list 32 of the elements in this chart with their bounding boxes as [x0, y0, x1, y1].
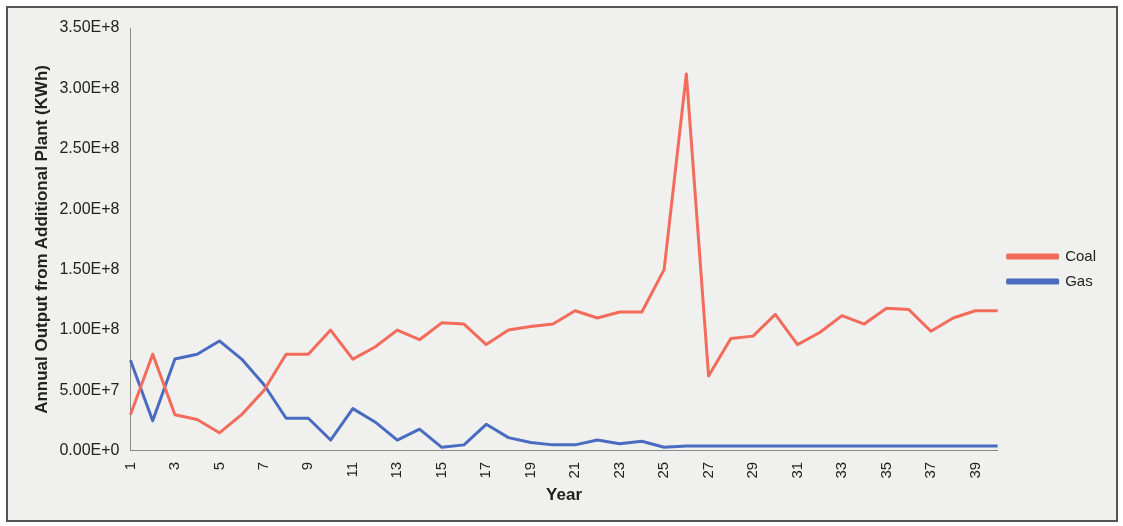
- x-tick-label: 13: [387, 461, 405, 479]
- x-tick-label: 23: [609, 461, 627, 479]
- x-tick-label: 39: [965, 461, 983, 479]
- x-tick-label: 5: [209, 461, 227, 471]
- x-tick-label: 31: [787, 461, 805, 479]
- legend-label: Coal: [1065, 246, 1097, 264]
- x-tick-label: 11: [342, 461, 360, 478]
- y-tick-label: 2.00E+8: [59, 199, 120, 217]
- x-tick-label: 27: [698, 461, 716, 479]
- y-axis-title: Annual Output from Additional Plant (KWh): [31, 65, 51, 414]
- x-tick-label: 33: [832, 461, 850, 479]
- x-tick-label: 17: [476, 461, 494, 479]
- x-axis-title: Year: [546, 485, 583, 505]
- x-tick-label: 1: [120, 461, 138, 471]
- x-tick-label: 3: [165, 461, 183, 471]
- y-tick-label: 3.50E+8: [59, 18, 120, 36]
- x-tick-label: 29: [743, 461, 761, 479]
- x-tick-label: 35: [876, 461, 894, 479]
- y-tick-label: 2.50E+8: [59, 139, 120, 157]
- y-tick-label: 0.00E+0: [59, 441, 120, 459]
- x-tick-label: 15: [431, 461, 449, 479]
- y-tick-label: 1.50E+8: [59, 260, 120, 278]
- x-tick-label: 19: [520, 461, 538, 479]
- y-tick-label: 1.00E+8: [59, 320, 120, 338]
- x-tick-label: 21: [565, 461, 583, 479]
- x-tick-label: 37: [921, 461, 939, 479]
- legend-label: Gas: [1065, 271, 1093, 289]
- y-tick-label: 5.00E+7: [59, 380, 120, 398]
- x-tick-label: 7: [254, 461, 272, 471]
- y-tick-label: 3.00E+8: [59, 78, 120, 96]
- x-tick-label: 25: [654, 461, 672, 479]
- x-tick-label: 9: [298, 461, 316, 471]
